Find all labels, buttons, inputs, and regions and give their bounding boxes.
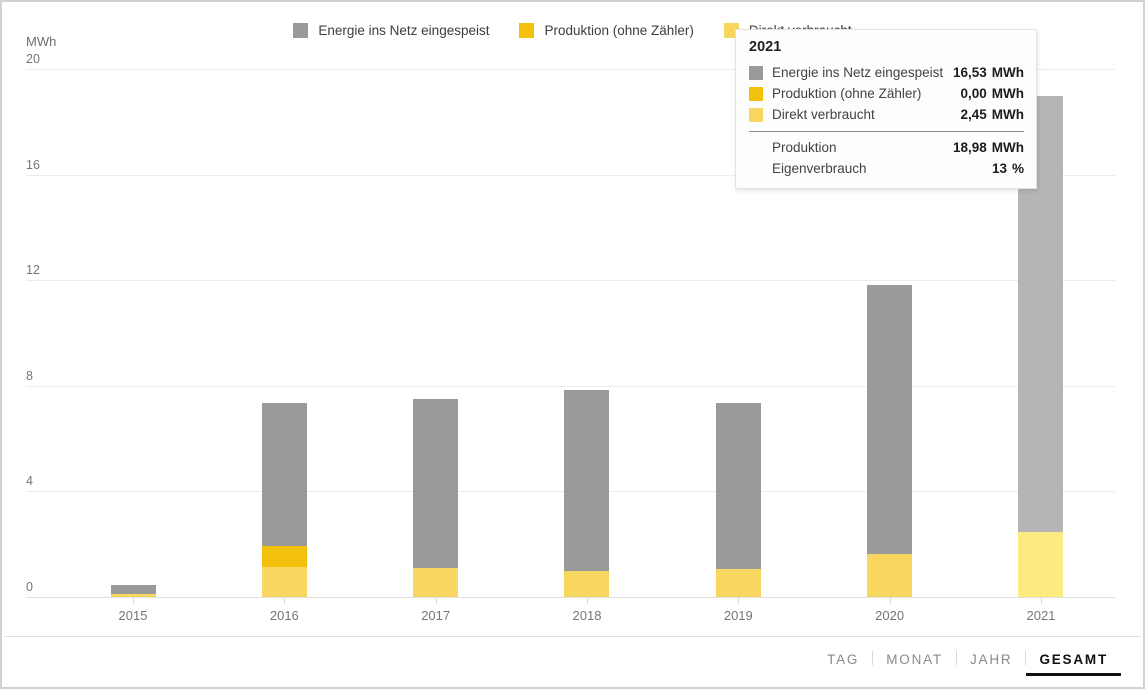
tooltip-row-unit: MWh <box>991 86 1024 101</box>
tooltip-row-unit: MWh <box>991 107 1024 122</box>
legend-item-produktion-ohne-zaehler[interactable]: Produktion (ohne Zähler) <box>519 23 694 38</box>
tooltip-row-label: Energie ins Netz eingespeist <box>772 65 944 80</box>
tab-gesamt[interactable]: GESAMT <box>1026 644 1121 676</box>
grid-line-20 <box>26 69 1115 70</box>
legend-label: Produktion (ohne Zähler) <box>544 23 694 38</box>
tooltip-row-label: Produktion (ohne Zähler) <box>772 86 922 101</box>
footer-divider <box>4 636 1141 637</box>
tooltip-row-produktion-ohne-zaehler: Produktion (ohne Zähler) 0,00 MWh <box>749 83 1024 104</box>
bar-2017-direkt-verbraucht[interactable] <box>413 568 459 597</box>
bar-2018-direkt-verbraucht[interactable] <box>564 571 610 597</box>
bar-2016-direkt-verbraucht[interactable] <box>261 567 307 597</box>
x-tick-2019 <box>738 597 740 604</box>
legend-label: Energie ins Netz eingespeist <box>318 23 490 38</box>
x-tick-2018 <box>586 597 588 604</box>
tooltip-summary-value: 18,98 <box>952 140 987 155</box>
bar-2016-produktion-ohne-z-hler-[interactable] <box>261 546 307 568</box>
x-tick-2021 <box>1040 597 1042 604</box>
y-tick-label-16: 16 <box>26 157 40 172</box>
tab-jahr[interactable]: JAHR <box>969 652 1013 667</box>
tooltip-row-direkt-verbraucht: Direkt verbraucht 2,45 MWh <box>749 104 1024 125</box>
y-tick-label-12: 12 <box>26 263 40 278</box>
x-tick-2015 <box>133 597 134 604</box>
tooltip-title: 2021 <box>749 39 782 55</box>
x-label-2016: 2016 <box>269 608 299 623</box>
bar-2019-energie-ins-netz-eingespeist[interactable] <box>715 402 761 569</box>
tooltip-swatch-gray-icon <box>749 65 763 80</box>
tooltip-row-energie: Energie ins Netz eingespeist 16,53 MWh <box>749 62 1024 83</box>
bar-2015-direkt-verbraucht[interactable] <box>110 593 156 597</box>
tooltip-row-value: 0,00 <box>960 86 987 101</box>
x-label-2021: 2021 <box>1026 608 1056 623</box>
bar-2020-energie-ins-netz-eingespeist[interactable] <box>867 284 913 555</box>
grid-line-12 <box>26 280 1115 282</box>
tooltip: 2021 Energie ins Netz eingespeist 16,53 … <box>735 29 1037 189</box>
grid-line-8 <box>26 385 1115 387</box>
x-label-2015: 2015 <box>118 608 148 623</box>
tooltip-row-label: Direkt verbraucht <box>772 107 875 122</box>
x-label-2019: 2019 <box>723 608 753 623</box>
legend-swatch-gray-icon <box>293 23 309 38</box>
tooltip-summary-eigenverbrauch: Eigenverbrauch 13 % <box>749 158 1024 179</box>
tooltip-swatch-gold-icon <box>749 86 763 101</box>
x-tick-2020 <box>889 597 891 604</box>
y-axis-unit-label: MWh <box>26 34 57 49</box>
tab-separator <box>955 651 957 665</box>
bar-2019-direkt-verbraucht[interactable] <box>715 569 761 597</box>
x-tick-2017 <box>435 597 437 604</box>
tab-tag[interactable]: TAG <box>827 652 860 667</box>
range-tabs: TAG MONAT JAHR GESAMT <box>814 644 1121 676</box>
tooltip-summary-label: Produktion <box>772 140 837 155</box>
x-label-2018: 2018 <box>572 608 602 623</box>
tab-monat[interactable]: MONAT <box>886 652 943 667</box>
tooltip-summary-value: 13 <box>991 161 1007 176</box>
tooltip-summary-unit: MWh <box>991 140 1024 155</box>
tooltip-row-value: 16,53 <box>952 65 987 80</box>
bar-2015-energie-ins-netz-eingespeist[interactable] <box>110 584 156 594</box>
y-tick-label-4: 4 <box>26 474 33 489</box>
bar-2017-energie-ins-netz-eingespeist[interactable] <box>413 398 459 569</box>
grid-line-16 <box>26 174 1115 176</box>
x-label-2017: 2017 <box>421 608 451 623</box>
legend-item-energie-ins-netz[interactable]: Energie ins Netz eingespeist <box>293 23 489 38</box>
tooltip-swatch-lightyellow-icon <box>749 107 763 122</box>
tooltip-row-unit: MWh <box>991 65 1024 80</box>
legend-swatch-gold-icon <box>519 23 535 38</box>
bar-2018-energie-ins-netz-eingespeist[interactable] <box>564 389 610 572</box>
tooltip-divider <box>749 131 1024 132</box>
y-tick-label-8: 8 <box>26 368 33 383</box>
tooltip-summary-produktion: Produktion 18,98 MWh <box>749 137 1024 158</box>
x-tick-2016 <box>284 597 286 604</box>
tab-separator <box>872 651 874 665</box>
bar-2021-direkt-verbraucht[interactable] <box>1018 532 1064 597</box>
x-label-2020: 2020 <box>875 608 905 623</box>
tab-separator <box>1025 651 1027 665</box>
bar-2020-direkt-verbraucht[interactable] <box>867 554 913 597</box>
grid-line-0 <box>26 597 1115 598</box>
bar-2016-energie-ins-netz-eingespeist[interactable] <box>261 402 307 547</box>
y-tick-label-0: 0 <box>26 580 33 594</box>
tooltip-summary-label: Eigenverbrauch <box>772 161 867 176</box>
tooltip-summary-unit: % <box>1011 161 1024 176</box>
tooltip-row-value: 2,45 <box>960 107 987 122</box>
y-tick-label-20: 20 <box>26 52 40 66</box>
